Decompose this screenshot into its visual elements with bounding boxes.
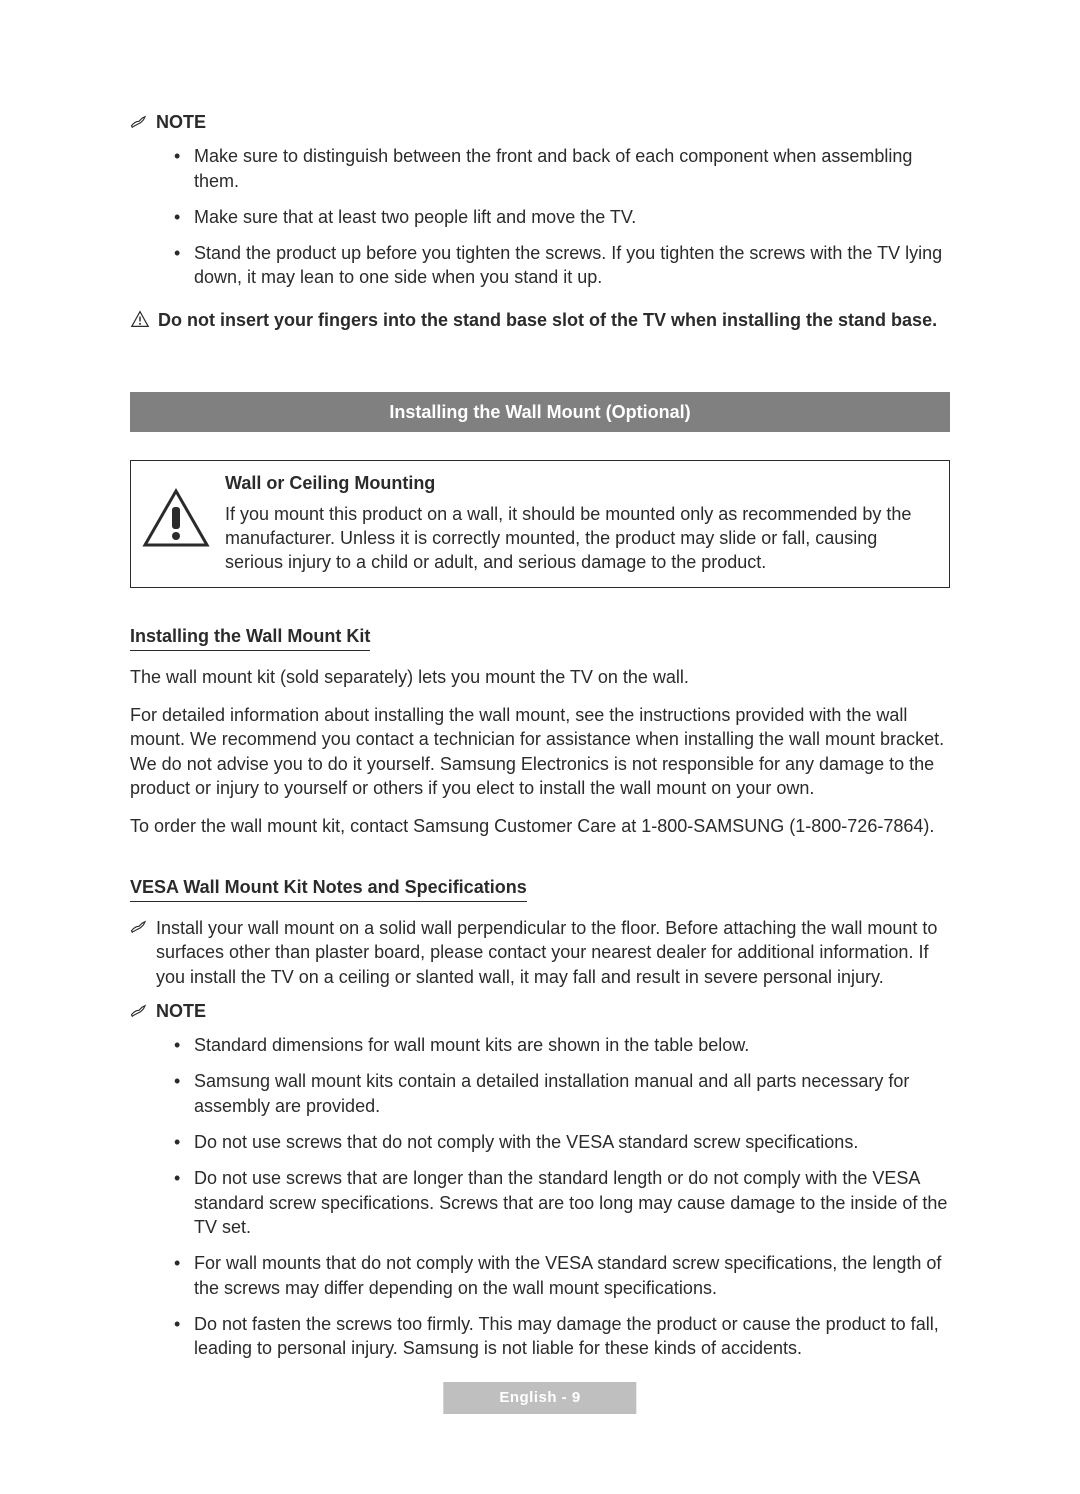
callout-body: If you mount this product on a wall, it … — [225, 502, 935, 575]
note-label: NOTE — [156, 999, 206, 1023]
warning-line: Do not insert your fingers into the stan… — [130, 308, 950, 332]
warning-text: Do not insert your fingers into the stan… — [158, 308, 937, 332]
caution-triangle-icon — [130, 310, 150, 328]
list-item: Make sure to distinguish between the fro… — [174, 144, 950, 193]
list-item: Do not use screws that do not comply wit… — [174, 1130, 950, 1154]
kit-p3: To order the wall mount kit, contact Sam… — [130, 814, 950, 838]
vesa-heading: VESA Wall Mount Kit Notes and Specificat… — [130, 875, 527, 902]
note-label: NOTE — [156, 110, 206, 134]
callout-icon-wrap — [141, 471, 211, 574]
note2-list: Standard dimensions for wall mount kits … — [130, 1033, 950, 1360]
callout-box: Wall or Ceiling Mounting If you mount th… — [130, 460, 950, 587]
list-item: Stand the product up before you tighten … — [174, 241, 950, 290]
hand-icon — [130, 1004, 148, 1018]
hand-icon — [130, 920, 148, 934]
section-banner: Installing the Wall Mount (Optional) — [130, 392, 950, 432]
list-item: Do not fasten the screws too firmly. Thi… — [174, 1312, 950, 1361]
note-header-1: NOTE — [130, 110, 950, 134]
page-number: English - 9 — [443, 1382, 636, 1414]
hand-icon — [130, 115, 148, 129]
callout-title: Wall or Ceiling Mounting — [225, 471, 935, 495]
note1-list: Make sure to distinguish between the fro… — [130, 144, 950, 289]
kit-section: Installing the Wall Mount Kit The wall m… — [130, 624, 950, 839]
vesa-hand-note: Install your wall mount on a solid wall … — [130, 916, 950, 989]
list-item: For wall mounts that do not comply with … — [174, 1251, 950, 1300]
kit-p1: The wall mount kit (sold separately) let… — [130, 665, 950, 689]
callout-text: Wall or Ceiling Mounting If you mount th… — [225, 471, 935, 574]
list-item: Standard dimensions for wall mount kits … — [174, 1033, 950, 1057]
list-item: Make sure that at least two people lift … — [174, 205, 950, 229]
vesa-hand-note-text: Install your wall mount on a solid wall … — [156, 916, 950, 989]
vesa-section: VESA Wall Mount Kit Notes and Specificat… — [130, 875, 950, 1361]
kit-p2: For detailed information about installin… — [130, 703, 950, 800]
list-item: Do not use screws that are longer than t… — [174, 1166, 950, 1239]
caution-triangle-large-icon — [141, 487, 211, 549]
list-item: Samsung wall mount kits contain a detail… — [174, 1069, 950, 1118]
note-header-2: NOTE — [130, 999, 950, 1023]
kit-heading: Installing the Wall Mount Kit — [130, 624, 370, 651]
